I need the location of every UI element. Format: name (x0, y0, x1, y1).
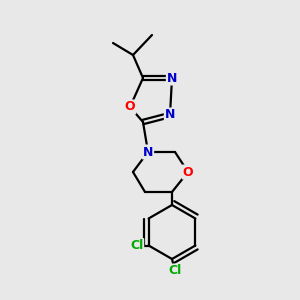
Text: O: O (183, 166, 193, 178)
Text: N: N (143, 146, 153, 158)
Text: Cl: Cl (130, 239, 143, 252)
Text: Cl: Cl (168, 265, 182, 278)
Text: N: N (165, 109, 175, 122)
Text: O: O (125, 100, 135, 113)
Text: N: N (167, 71, 177, 85)
